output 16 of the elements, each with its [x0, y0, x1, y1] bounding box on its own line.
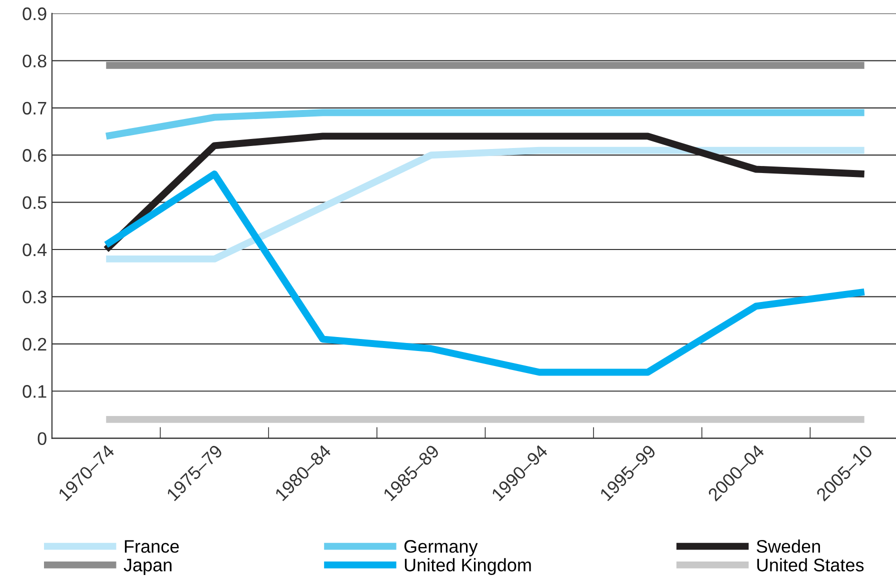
- legend-label: Germany: [404, 540, 478, 556]
- y-tick-label: 0.3: [22, 290, 46, 304]
- y-tick-label: 0.9: [22, 7, 46, 20]
- legend-label: Sweden: [756, 540, 820, 553]
- legend-label: France: [124, 540, 179, 553]
- y-tick-label: 0.5: [22, 196, 46, 210]
- legend-label: United States: [757, 558, 864, 572]
- y-tick-label: 0.6: [22, 149, 46, 162]
- legend-label: United Kingdom: [404, 558, 531, 576]
- y-tick-label: 0.1: [22, 385, 46, 398]
- y-tick-label: 0: [38, 432, 46, 446]
- y-tick-label: 0.4: [22, 243, 47, 256]
- y-tick-label: 0.7: [22, 102, 46, 115]
- legend-label: Japan: [124, 558, 172, 576]
- y-tick-label: 0.2: [22, 338, 46, 351]
- y-tick-label: 0.8: [22, 54, 46, 68]
